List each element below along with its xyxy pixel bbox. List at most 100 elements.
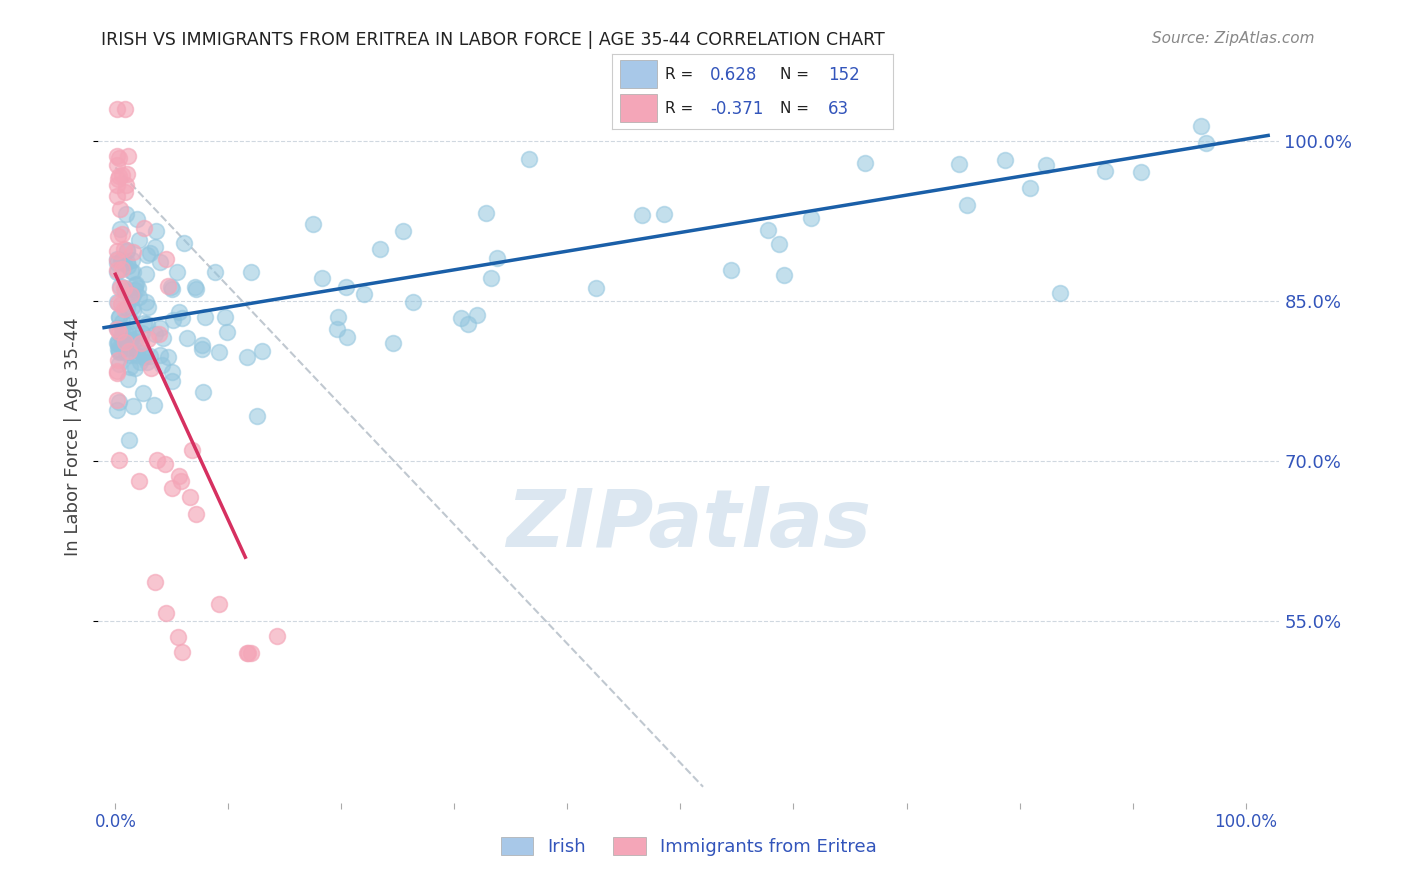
Point xyxy=(120,313,142,327)
Point xyxy=(145,574,167,589)
Point xyxy=(128,289,150,303)
Point xyxy=(118,344,141,359)
Point xyxy=(108,343,131,358)
Point xyxy=(118,348,141,362)
Text: 152: 152 xyxy=(828,66,860,84)
Point xyxy=(105,189,128,203)
Point xyxy=(186,282,208,296)
Point xyxy=(115,207,138,221)
Point xyxy=(112,281,135,295)
Point xyxy=(108,326,131,340)
Point xyxy=(236,351,259,365)
Point xyxy=(107,353,129,368)
Point xyxy=(131,386,153,401)
Point xyxy=(170,311,193,326)
Point xyxy=(115,301,138,316)
Point xyxy=(204,265,226,279)
Point xyxy=(756,223,779,237)
Point xyxy=(114,335,136,350)
Point xyxy=(207,345,229,359)
Point xyxy=(266,629,288,643)
Text: ZIPatlas: ZIPatlas xyxy=(506,486,872,564)
Point xyxy=(402,295,425,310)
Point xyxy=(167,468,190,483)
Point xyxy=(112,332,135,346)
Point xyxy=(105,244,128,258)
Point xyxy=(105,253,128,268)
Point xyxy=(132,351,155,365)
Point xyxy=(149,255,172,269)
Point xyxy=(129,355,152,369)
Point xyxy=(475,206,498,220)
Point xyxy=(112,242,135,256)
Point xyxy=(325,321,347,335)
Point xyxy=(131,346,153,360)
Point xyxy=(122,334,145,348)
Point xyxy=(115,168,138,182)
Text: N =: N = xyxy=(780,102,814,116)
Point xyxy=(108,452,131,467)
Point xyxy=(800,211,823,225)
Point xyxy=(120,288,142,302)
Point xyxy=(135,295,157,310)
Point xyxy=(110,253,132,268)
Point xyxy=(107,337,129,351)
Point xyxy=(145,224,167,238)
Point xyxy=(139,246,162,260)
Point xyxy=(124,277,146,292)
Point xyxy=(108,169,131,184)
Point xyxy=(105,149,128,163)
Point xyxy=(117,325,139,339)
Text: 63: 63 xyxy=(828,100,849,118)
Point xyxy=(176,331,198,345)
Text: R =: R = xyxy=(665,102,699,116)
Point xyxy=(111,227,134,241)
Point xyxy=(121,300,143,314)
Point xyxy=(139,350,162,364)
Point xyxy=(129,336,152,351)
Legend: Irish, Immigrants from Eritrea: Irish, Immigrants from Eritrea xyxy=(494,830,884,863)
Point xyxy=(193,384,215,399)
Point xyxy=(105,178,128,192)
Y-axis label: In Labor Force | Age 35-44: In Labor Force | Age 35-44 xyxy=(65,318,83,557)
Point xyxy=(246,409,269,423)
Point xyxy=(118,359,141,374)
Point xyxy=(479,271,502,285)
Point xyxy=(105,252,128,267)
Point xyxy=(191,337,214,351)
Point xyxy=(994,153,1017,168)
Point xyxy=(124,283,146,297)
Point xyxy=(107,171,129,186)
Point xyxy=(517,153,540,167)
Text: IRISH VS IMMIGRANTS FROM ERITREA IN LABOR FORCE | AGE 35-44 CORRELATION CHART: IRISH VS IMMIGRANTS FROM ERITREA IN LABO… xyxy=(101,31,884,49)
Point xyxy=(186,507,208,521)
Point xyxy=(127,343,149,358)
Point xyxy=(194,310,217,325)
Point xyxy=(107,334,129,348)
Point xyxy=(107,342,129,356)
Point xyxy=(179,490,201,504)
Point xyxy=(108,202,131,217)
Point xyxy=(108,310,131,325)
Point xyxy=(114,284,136,298)
Point xyxy=(160,282,183,296)
Point xyxy=(124,326,146,340)
Point xyxy=(465,308,488,322)
Point xyxy=(111,315,134,329)
Point xyxy=(135,317,157,331)
Point xyxy=(127,281,149,295)
Point xyxy=(125,277,148,291)
Point xyxy=(114,178,136,192)
Point xyxy=(105,256,128,270)
Point xyxy=(105,320,128,334)
Point xyxy=(183,280,205,294)
Point xyxy=(148,327,170,342)
Point xyxy=(157,278,180,293)
Point xyxy=(112,256,135,270)
Point xyxy=(149,348,172,362)
Point xyxy=(236,646,259,660)
Point xyxy=(115,341,138,355)
Point xyxy=(853,156,876,170)
Point xyxy=(353,286,375,301)
Point xyxy=(122,288,145,302)
